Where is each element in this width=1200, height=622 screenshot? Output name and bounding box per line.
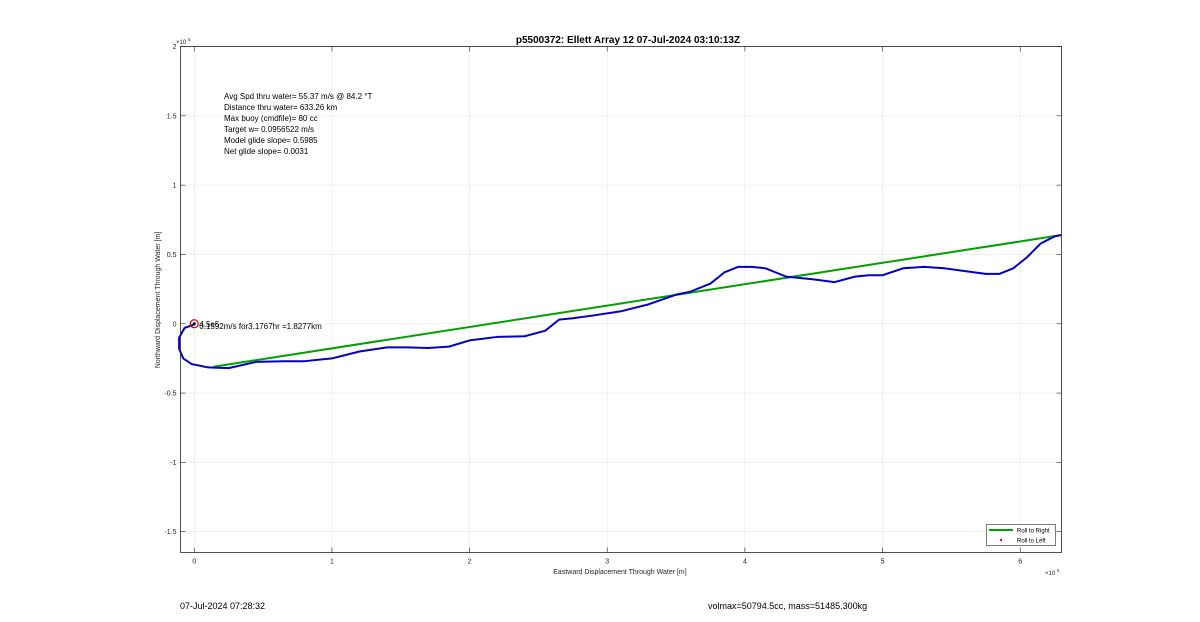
x-tick-label: 1 xyxy=(330,559,334,566)
plot-area xyxy=(180,46,1062,553)
stats-line: Max buoy (cmdfile)= 80 cc xyxy=(224,114,318,123)
x-tick-label: 2 xyxy=(468,559,472,566)
x-exponent-base: ×10 xyxy=(1045,571,1056,577)
series-line-roll-to-right xyxy=(213,234,1062,368)
footer-timestamp: 07-Jul-2024 07:28:32 xyxy=(180,601,266,611)
x-axis-label: Eastward Displacement Through Water [m] xyxy=(553,569,686,576)
start-value-label: 4.5e5 xyxy=(199,320,220,329)
y-tick-label: 0.5 xyxy=(167,252,177,259)
stats-line: Avg Spd thru water= 55.37 m/s @ 84.2 °T xyxy=(224,92,372,101)
y-tick-label: 0 xyxy=(173,321,177,328)
series-layer xyxy=(178,234,1062,370)
start-speed-label: 0.1592m/s for3.1767hr =1.8277km xyxy=(199,322,322,331)
y-tick-label: -1.5 xyxy=(164,529,176,536)
series-line-track xyxy=(178,234,1062,370)
x-tick-label: 3 xyxy=(605,559,609,566)
x-tick-label: 0 xyxy=(192,559,196,566)
legend-dot-roll-left xyxy=(999,538,1003,542)
y-tick-label: -0.5 xyxy=(164,391,176,398)
legend-label-roll-left: Roll to Left xyxy=(1017,539,1046,545)
start-circle xyxy=(189,319,199,329)
stats-annotation: Avg Spd thru water= 55.37 m/s @ 84.2 °T … xyxy=(224,92,372,156)
legend: Roll to Right Roll to Left xyxy=(986,524,1056,546)
x-tick-label: 4 xyxy=(743,559,747,566)
stats-line: Target w= 0.0956522 m/s xyxy=(224,125,314,134)
y-tick-label: 1.5 xyxy=(167,113,177,120)
plot-frame xyxy=(180,46,1062,553)
tick-layer: 0 1 2 3 4 5 6 -1.5 -1 -0.5 0 0.5 1 1.5 2 xyxy=(164,44,1062,566)
legend-label-roll-right: Roll to Right xyxy=(1017,529,1050,535)
y-exponent-power: 5 xyxy=(188,37,191,42)
x-tick-label: 6 xyxy=(1018,559,1022,566)
stats-line: Model glide slope= 0.5985 xyxy=(224,136,318,145)
y-tick-label: 2 xyxy=(173,44,177,51)
y-tick-label: 1 xyxy=(173,183,177,190)
x-exponent-power: 5 xyxy=(1057,568,1060,573)
y-tick-label: -1 xyxy=(170,460,176,467)
y-axis-label: Northward Displacement Through Water [m] xyxy=(155,232,162,369)
stats-line: Distance thru water= 633.26 km xyxy=(224,103,338,112)
start-point xyxy=(192,322,196,326)
footer-vol-mass: volmax=50794.5cc, mass=51485.300kg xyxy=(708,601,868,611)
y-exponent-base: ×10 xyxy=(176,40,187,46)
x-tick-label: 5 xyxy=(881,559,885,566)
chart-title: p5500372: Ellett Array 12 07-Jul-2024 03… xyxy=(516,35,740,46)
stats-line: Net glide slope= 0.0031 xyxy=(224,147,309,156)
